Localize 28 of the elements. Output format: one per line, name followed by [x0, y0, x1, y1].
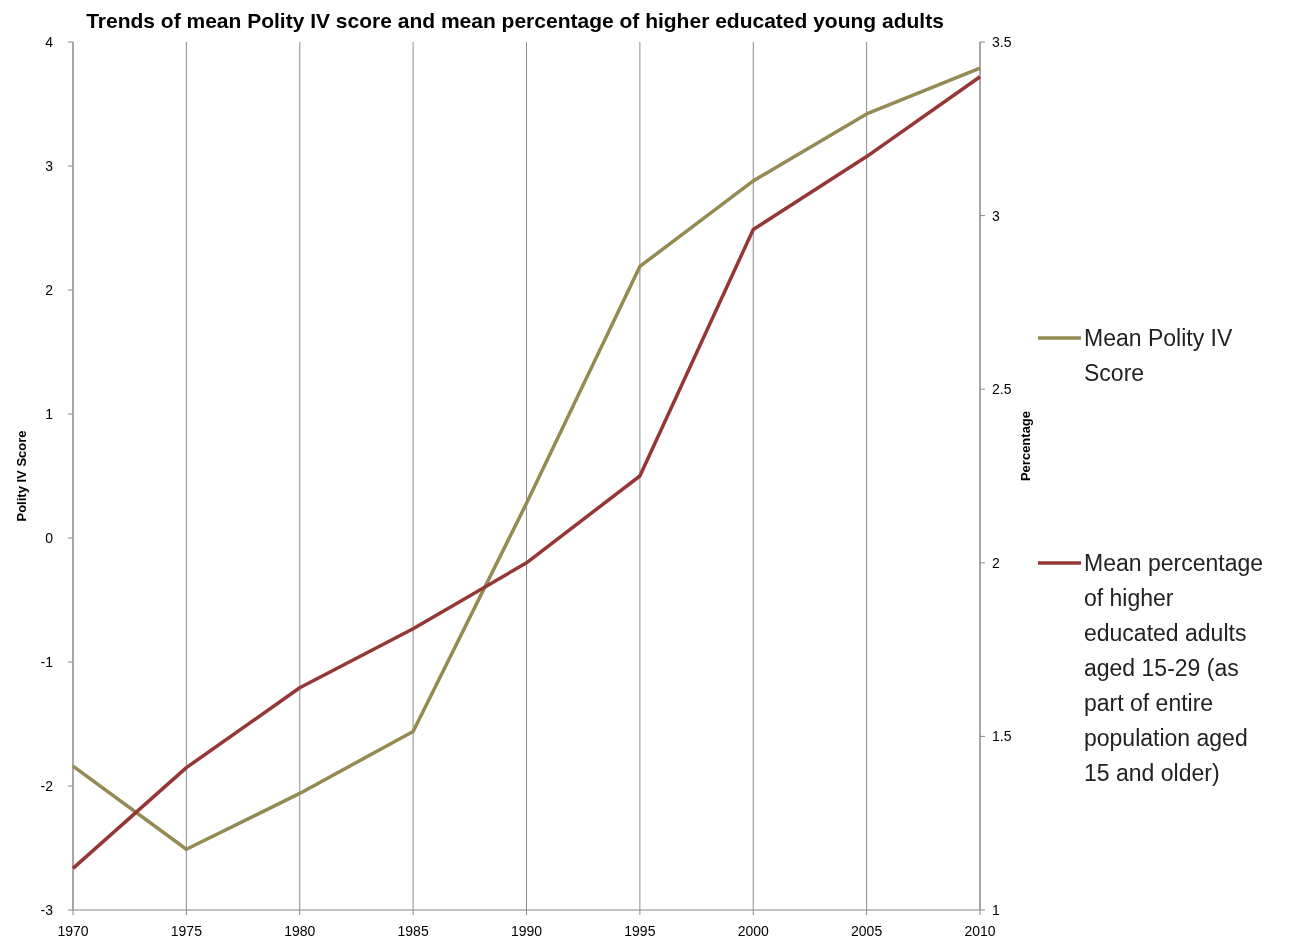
x-tick-label: 1970 — [57, 923, 89, 939]
x-tick-label: 2000 — [737, 923, 770, 939]
y2-tick-label: 1 — [992, 902, 1000, 918]
x-tick-label: 1990 — [510, 923, 543, 939]
x-tick-label: 1975 — [170, 923, 203, 939]
x-tick-label: 1995 — [624, 923, 656, 939]
legend-label: Mean percentage of higher educated adults aged 15-29 (as part of entire population aged 15 and older) — [1084, 550, 1264, 786]
x-tick-label: 2010 — [964, 923, 996, 939]
x-tick-label: 1985 — [397, 923, 429, 939]
y-tick-label: 2 — [45, 282, 54, 298]
y2-tick-label: 2.5 — [992, 381, 1012, 398]
y2-axis-title: Percentage — [1018, 410, 1033, 482]
y-tick-label: -3 — [40, 902, 54, 918]
legend-label: Mean Polity IV Score — [1084, 325, 1233, 386]
y-tick-label: 0 — [45, 530, 54, 546]
y-tick-label: 4 — [45, 34, 54, 50]
y2-tick-label: 2 — [992, 554, 1000, 571]
y-tick-label: -2 — [40, 778, 54, 794]
chart-title: Trends of mean Polity IV score and mean percentage of higher educated young adults — [86, 9, 944, 32]
y-tick-label: 1 — [45, 406, 54, 422]
y-tick-label: 3 — [45, 158, 54, 174]
x-tick-label: 2005 — [851, 923, 883, 939]
y2-tick-label: 3.5 — [992, 34, 1012, 50]
x-tick-label: 1980 — [284, 923, 316, 939]
y-tick-label: -1 — [40, 654, 54, 670]
y2-tick-label: 3 — [992, 207, 1000, 224]
y-axis-title: Polity IV Score — [14, 430, 29, 522]
y2-tick-label: 1.5 — [992, 728, 1012, 745]
